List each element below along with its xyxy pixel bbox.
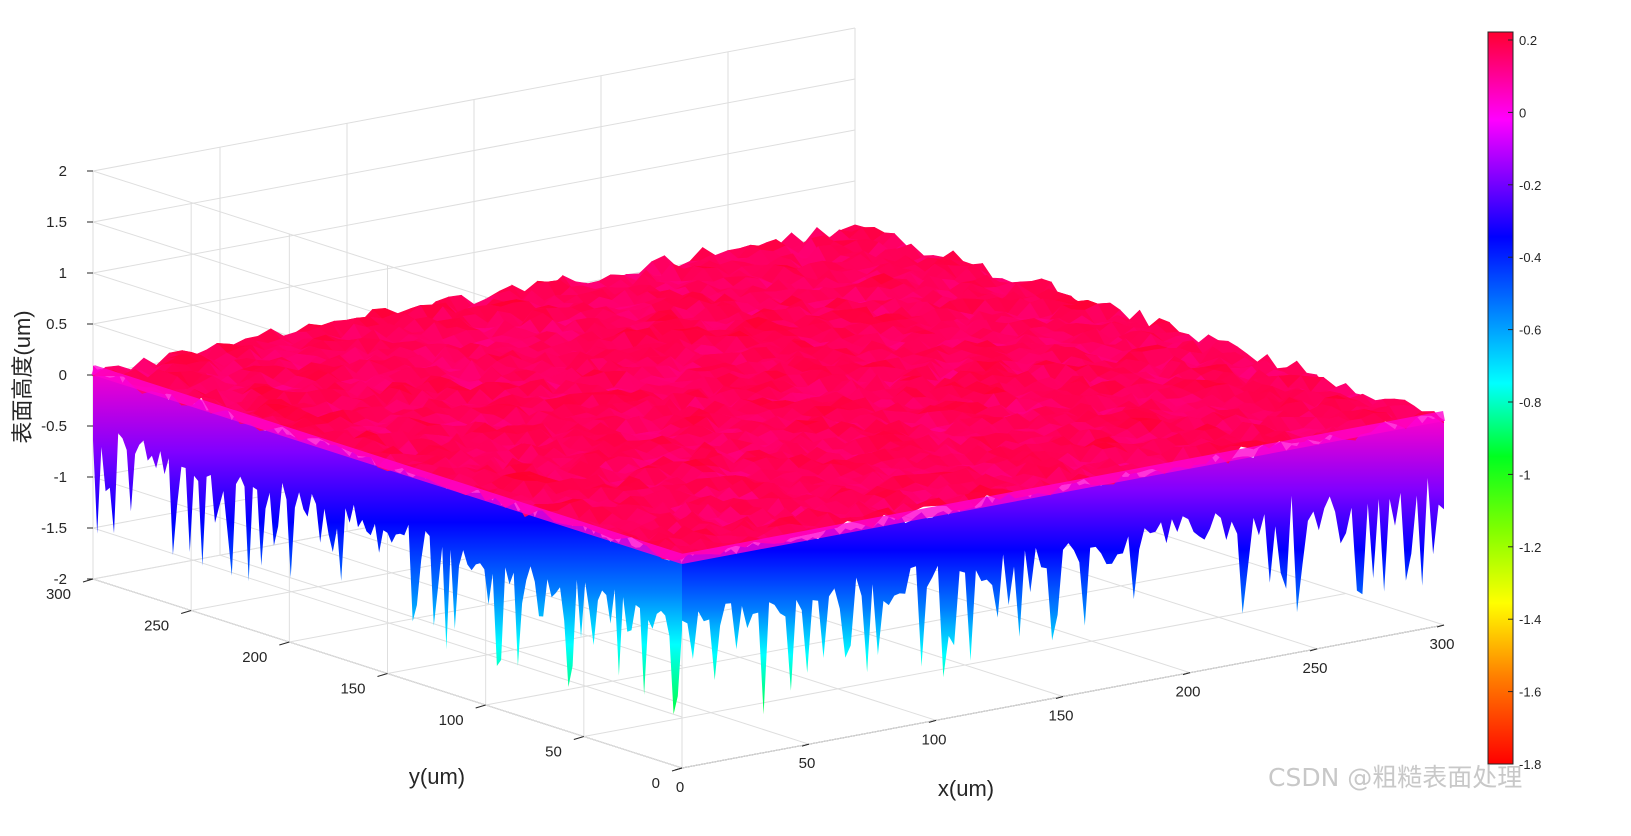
y-tick-label: 300 — [46, 586, 71, 603]
y-tick-mark — [377, 673, 388, 677]
x-tick-mark — [1436, 624, 1445, 628]
grid-line — [583, 593, 1346, 737]
y-tick-mark — [573, 736, 584, 740]
x-axis-label: x(um) — [938, 776, 994, 801]
z-tick-label: -2 — [54, 571, 67, 588]
x-tick-mark — [1055, 696, 1064, 699]
colorbar-tick-label: 0.2 — [1519, 33, 1537, 48]
z-tick-label: -0.5 — [41, 418, 67, 435]
y-tick-mark — [671, 767, 683, 772]
y-tick-label: 150 — [340, 681, 365, 698]
grid-line — [92, 180, 856, 325]
colorbar-ticks: 0.2 0 -0.2 -0.4 -0.6 -0.8 -1 -1.2 -1.4 -1.6 -1.8 — [1508, 33, 1541, 772]
colorbar-tick-label: -0.2 — [1519, 178, 1541, 193]
grid-line — [92, 129, 856, 274]
grid-line — [92, 527, 683, 718]
axis-ticks: 050100150200250300050100150200250300-2-1… — [41, 163, 1454, 796]
z-tick-label: 1 — [59, 265, 67, 282]
y-tick-mark — [181, 610, 192, 614]
z-axis-label: 表面高度(um) — [10, 310, 35, 443]
watermark: CSDN @粗糙表面处理 — [1268, 763, 1522, 792]
z-tick-label: 1.5 — [46, 214, 67, 231]
y-tick-label: 0 — [652, 775, 660, 792]
x-tick-mark — [801, 743, 810, 747]
colorbar-tick-label: 0 — [1519, 105, 1526, 120]
x-tick-label: 200 — [1175, 684, 1200, 701]
grid-line — [92, 78, 856, 223]
x-tick-label: 50 — [799, 755, 816, 772]
surface-plot — [91, 224, 1445, 715]
y-tick-label: 100 — [439, 712, 464, 729]
colorbar-tick-label: -1.6 — [1519, 685, 1541, 700]
x-tick-mark — [928, 719, 937, 723]
y-tick-label: 50 — [545, 744, 562, 761]
colorbar-tick-label: -1.8 — [1519, 757, 1541, 772]
y-axis-label: y(um) — [409, 764, 465, 789]
colorbar — [1487, 31, 1514, 765]
x-tick-label: 0 — [676, 779, 684, 796]
z-tick-label: -1.5 — [41, 520, 67, 537]
z-tick-label: -1 — [54, 469, 67, 486]
surface-edge-y0 — [682, 416, 1444, 715]
y-tick-label: 200 — [242, 649, 267, 666]
surface-rim — [91, 365, 1445, 564]
y-tick-mark — [279, 641, 290, 646]
z-tick-label: 0.5 — [46, 316, 67, 333]
x-tick-mark — [1309, 648, 1318, 652]
x-tick-label: 150 — [1048, 708, 1073, 725]
colorbar-tick-label: -1.2 — [1519, 540, 1541, 555]
x-tick-label: 100 — [921, 731, 946, 748]
z-tick-label: 0 — [59, 367, 67, 384]
z-tick-label: 2 — [59, 163, 67, 180]
y-tick-label: 250 — [144, 618, 169, 635]
x-tick-label: 300 — [1429, 636, 1454, 653]
colorbar-tick-label: -0.4 — [1519, 250, 1541, 265]
grid-line — [92, 27, 856, 172]
x-tick-mark — [1182, 672, 1191, 676]
x-tick-label: 250 — [1302, 660, 1327, 677]
colorbar-tick-label: -0.8 — [1519, 395, 1541, 410]
colorbar-tick-label: -1.4 — [1519, 612, 1541, 627]
colorbar-gradient — [1487, 31, 1514, 765]
colorbar-tick-label: -0.6 — [1519, 323, 1541, 338]
y-tick-mark — [475, 704, 486, 709]
colorbar-tick-label: -1 — [1519, 467, 1531, 482]
surface-edge-x0 — [93, 365, 682, 715]
